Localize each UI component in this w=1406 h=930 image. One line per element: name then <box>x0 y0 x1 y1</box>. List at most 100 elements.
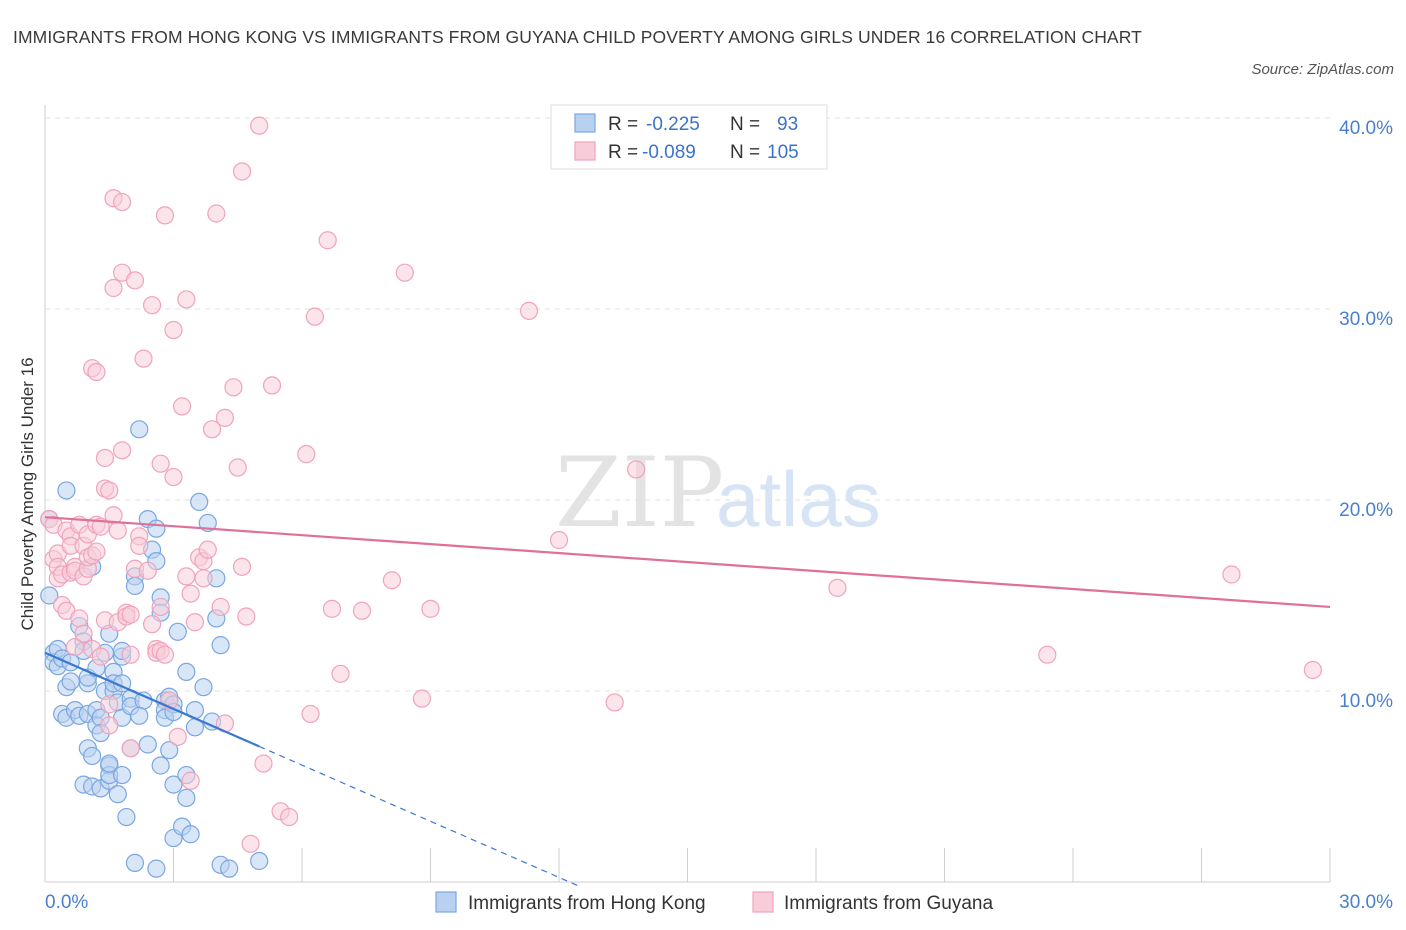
grid-lines <box>45 117 1330 692</box>
guyana-point-35 <box>100 481 119 500</box>
legend-label-hong-kong: Immigrants from Hong Kong <box>468 893 706 914</box>
guyana-point-80 <box>202 420 222 439</box>
guyana-point-63 <box>151 597 170 617</box>
legend-label-guyana: Immigrants from Guyana <box>784 893 993 914</box>
hong-kong-point-74 <box>164 775 183 794</box>
stats-r-label-1: R = <box>608 114 638 135</box>
guyana-point-51 <box>125 271 145 290</box>
hong-kong-point-72 <box>160 741 179 760</box>
guyana-point-107 <box>519 301 539 321</box>
guyana-point-20 <box>74 624 93 643</box>
y-tick-label-0: 10.0% <box>1339 691 1393 712</box>
guyana-point-37 <box>100 716 119 735</box>
trend-lines <box>44 516 1331 888</box>
hong-kong-point-1 <box>40 586 59 605</box>
guyana-point-50 <box>121 605 140 624</box>
guyana-point-105 <box>421 599 440 618</box>
guyana-point-32 <box>95 448 115 468</box>
source-note: Source: ZipAtlas.com <box>1251 61 1394 78</box>
hong-kong-point-67 <box>151 756 170 775</box>
guyana-point-109 <box>605 693 624 712</box>
guyana-point-55 <box>134 349 153 368</box>
guyana-point-90 <box>241 834 260 853</box>
hong-kong-point-57 <box>134 691 153 710</box>
guyana-point-82 <box>211 597 230 617</box>
hong-kong-point-8 <box>57 481 76 500</box>
guyana-point-85 <box>224 378 243 397</box>
guyana-point-97 <box>301 704 320 724</box>
stats-legend-box: R = -0.225 N = 93 R = -0.089 N = 105 <box>550 104 828 170</box>
hong-kong-point-77 <box>168 622 187 641</box>
guyana-point-89 <box>237 607 256 626</box>
guyana-point-81 <box>207 204 226 223</box>
guyana-point-54 <box>130 536 149 555</box>
hong-kong-point-82 <box>181 825 200 844</box>
hong-kong-point-93 <box>220 859 239 878</box>
guyana-point-93 <box>262 376 282 395</box>
guyana-point-101 <box>331 664 350 683</box>
guyana-point-71 <box>177 290 196 309</box>
hong-kong-point-38 <box>100 754 119 773</box>
stats-swatch-hong-kong <box>574 113 596 133</box>
hong-kong-point-56 <box>130 420 149 439</box>
watermark-atlas: atlas <box>716 455 881 543</box>
hong-kong-point-86 <box>194 678 213 697</box>
hong-kong-trend-extension <box>258 745 581 888</box>
stats-r-value-2: -0.089 <box>642 142 696 163</box>
guyana-point-102 <box>352 601 372 620</box>
guyana-trend-line <box>44 516 1331 609</box>
guyana-point-68 <box>164 320 183 340</box>
guyana-point-74 <box>181 771 200 790</box>
guyana-point-27 <box>87 362 106 382</box>
guyana-point-29 <box>87 542 106 561</box>
guyana-point-78 <box>194 569 213 588</box>
stats-n-value-1: 93 <box>777 114 798 135</box>
stats-swatch-guyana <box>574 141 596 161</box>
guyana-point-110 <box>626 460 646 479</box>
y-tick-label-3: 40.0% <box>1339 118 1393 139</box>
guyana-point-100 <box>322 599 342 618</box>
guyana-point-106 <box>412 689 432 708</box>
legend-swatch-hong-kong <box>435 891 457 913</box>
guyana-point-36 <box>100 695 119 714</box>
legend-swatch-guyana <box>752 891 774 913</box>
hong-kong-point-10 <box>61 672 80 691</box>
stats-n-label-2: N = <box>730 142 760 163</box>
hong-kong-point-94 <box>250 851 269 871</box>
hong-kong-point-55 <box>125 853 145 873</box>
guyana-point-108 <box>549 531 569 550</box>
guyana-point-79 <box>198 540 217 559</box>
guyana-point-104 <box>395 263 414 282</box>
guyana-point-83 <box>215 408 234 427</box>
hong-kong-point-43 <box>108 785 127 804</box>
guyana-point-17 <box>70 609 89 628</box>
x-tick-label-0: 0.0% <box>45 892 88 913</box>
guyana-point-111 <box>828 578 847 597</box>
chart-title: IMMIGRANTS FROM HONG KONG VS IMMIGRANTS … <box>13 27 1142 47</box>
tick-labels: 10.0% 20.0% 30.0% 40.0% 0.0% 30.0% <box>45 118 1393 913</box>
guyana-point-44 <box>112 441 132 460</box>
y-axis-label: Child Poverty Among Girls Under 16 <box>18 357 37 630</box>
guyana-point-96 <box>297 445 316 464</box>
guyana-points <box>40 116 1322 853</box>
hong-kong-point-26 <box>83 746 102 766</box>
guyana-point-67 <box>164 467 183 487</box>
hong-kong-point-91 <box>211 636 230 655</box>
guyana-point-49 <box>121 739 140 758</box>
hong-kong-point-48 <box>112 765 132 785</box>
hong-kong-point-49 <box>117 807 136 827</box>
hong-kong-point-59 <box>138 735 157 754</box>
x-tick-label-1: 30.0% <box>1339 892 1393 913</box>
guyana-point-48 <box>121 645 140 664</box>
hong-kong-point-54 <box>125 576 145 596</box>
hong-kong-point-63 <box>147 519 166 538</box>
guyana-point-41 <box>108 521 127 540</box>
y-tick-label-1: 20.0% <box>1339 500 1393 521</box>
guyana-point-43 <box>112 192 132 212</box>
watermark-zip: ZIP <box>555 437 724 549</box>
guyana-point-62 <box>151 454 170 473</box>
hong-kong-trend-line <box>44 651 260 748</box>
guyana-point-113 <box>1222 565 1241 584</box>
guyana-point-92 <box>254 754 273 773</box>
